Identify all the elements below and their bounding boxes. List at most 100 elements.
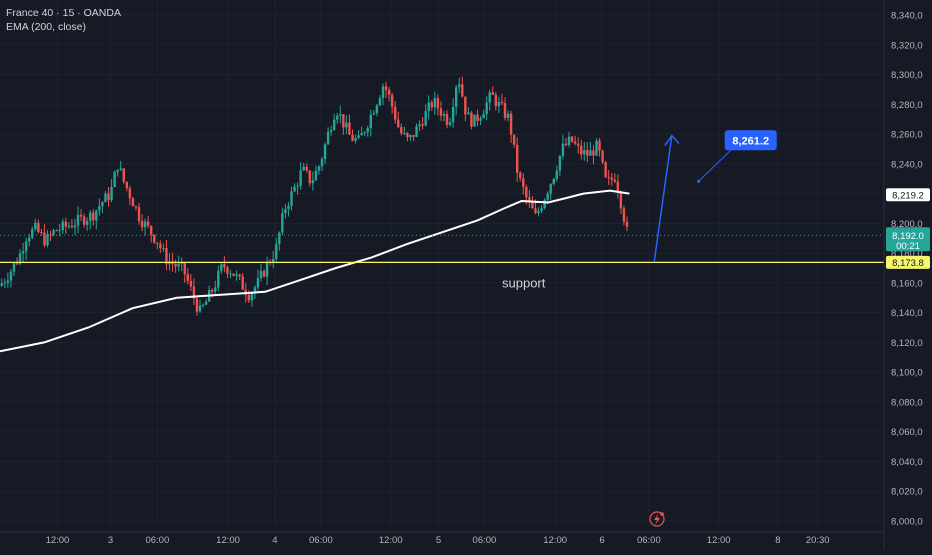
candle-body bbox=[519, 172, 522, 179]
candle-body bbox=[494, 94, 498, 107]
y-tick-label: 8,160,0 bbox=[891, 278, 923, 289]
candle-body bbox=[37, 222, 40, 233]
candle-body bbox=[24, 241, 28, 252]
candle-body bbox=[46, 234, 49, 246]
candle-body bbox=[339, 114, 342, 116]
y-tick-label: 8,080,0 bbox=[891, 397, 923, 408]
x-tick-label: 3 bbox=[108, 535, 113, 546]
projection-arrow[interactable] bbox=[653, 135, 673, 263]
candle-body bbox=[211, 289, 214, 292]
current-price-badge-bg bbox=[886, 227, 930, 252]
candle-body bbox=[409, 135, 412, 138]
candle-body bbox=[619, 192, 623, 209]
support-price-badge-bg bbox=[886, 255, 930, 269]
candle-body bbox=[153, 234, 156, 243]
candle-body bbox=[265, 261, 269, 277]
current-price-badge-countdown: 00:21 bbox=[896, 241, 920, 252]
candle-body bbox=[6, 280, 10, 283]
candle-body bbox=[598, 140, 601, 151]
candle-body bbox=[49, 234, 52, 236]
candle-body bbox=[110, 186, 113, 201]
candle-body bbox=[418, 124, 421, 127]
candle-body bbox=[73, 225, 77, 228]
candle-body bbox=[378, 98, 382, 106]
candle-body bbox=[528, 197, 531, 202]
candle-body bbox=[89, 212, 92, 221]
candle-body bbox=[253, 287, 257, 294]
candle-body bbox=[451, 106, 455, 123]
candle-body bbox=[415, 126, 418, 137]
candle-body bbox=[140, 221, 144, 228]
candle-body bbox=[134, 206, 138, 208]
candle-body bbox=[82, 216, 86, 225]
candle-body bbox=[567, 136, 571, 146]
candle-body bbox=[546, 193, 549, 200]
target-callout[interactable] bbox=[724, 130, 777, 151]
candle-body bbox=[177, 263, 180, 267]
y-tick-label: 8,040,0 bbox=[891, 457, 923, 468]
candle-body bbox=[308, 170, 311, 184]
candle-body bbox=[601, 150, 604, 163]
candle-body bbox=[555, 170, 559, 179]
ema-price-badge: 8,219.2 bbox=[892, 190, 924, 201]
candle-body bbox=[43, 232, 46, 246]
candle-body bbox=[186, 274, 190, 281]
candle-body bbox=[580, 145, 583, 155]
x-tick-label: 12:00 bbox=[379, 535, 403, 546]
candle-body bbox=[336, 115, 339, 120]
candle-body bbox=[403, 132, 406, 134]
candle-body bbox=[180, 262, 183, 264]
target-anchor-dot bbox=[697, 179, 701, 183]
candle-body bbox=[543, 199, 546, 209]
candle-body bbox=[296, 185, 299, 187]
candle-body bbox=[360, 133, 363, 136]
target-label: 8,261.2 bbox=[732, 135, 769, 147]
y-tick-label: 8,000,0 bbox=[891, 517, 923, 528]
ema-price-badge-bg bbox=[886, 188, 930, 202]
candle-body bbox=[287, 205, 290, 210]
candle-body bbox=[58, 230, 61, 232]
y-tick-label: 8,020,0 bbox=[891, 487, 923, 498]
candle-body bbox=[101, 202, 104, 207]
candle-body bbox=[201, 304, 205, 306]
arrow-head bbox=[664, 134, 680, 146]
candle-body bbox=[488, 92, 491, 103]
support-label: support bbox=[502, 275, 546, 290]
candle-body bbox=[540, 208, 543, 212]
candle-body bbox=[354, 138, 357, 141]
x-tick-label: 06:00 bbox=[637, 535, 661, 546]
candle-body bbox=[262, 271, 266, 277]
support-price-badge: 8,173.8 bbox=[892, 258, 924, 269]
x-tick-label: 12:00 bbox=[46, 535, 70, 546]
candle-body bbox=[67, 225, 71, 227]
candle-body bbox=[162, 248, 165, 250]
candle-body bbox=[238, 274, 241, 277]
candle-body bbox=[561, 143, 565, 156]
candle-body bbox=[146, 221, 150, 226]
candle-body bbox=[223, 264, 226, 268]
candle-body bbox=[85, 220, 89, 225]
candle-body bbox=[183, 262, 186, 275]
candle-body bbox=[12, 263, 16, 272]
candle-body bbox=[366, 128, 369, 133]
candle-body bbox=[70, 225, 74, 228]
candle-body bbox=[150, 225, 153, 235]
candle-body bbox=[28, 237, 31, 242]
candle-body bbox=[229, 273, 232, 275]
candle-body bbox=[18, 253, 22, 264]
x-tick-label: 06:00 bbox=[145, 535, 169, 546]
candle-body bbox=[247, 295, 251, 301]
candle-body bbox=[458, 84, 461, 88]
candle-body bbox=[0, 283, 3, 286]
candle-body bbox=[522, 178, 525, 188]
candle-body bbox=[482, 114, 485, 119]
x-tick-label: 06:00 bbox=[309, 535, 333, 546]
lightning-icon[interactable] bbox=[649, 511, 665, 527]
candle-body bbox=[272, 259, 275, 263]
candle-body bbox=[278, 232, 281, 245]
candle-body bbox=[430, 102, 433, 108]
candle-body bbox=[52, 230, 55, 235]
candle-body bbox=[220, 264, 223, 271]
